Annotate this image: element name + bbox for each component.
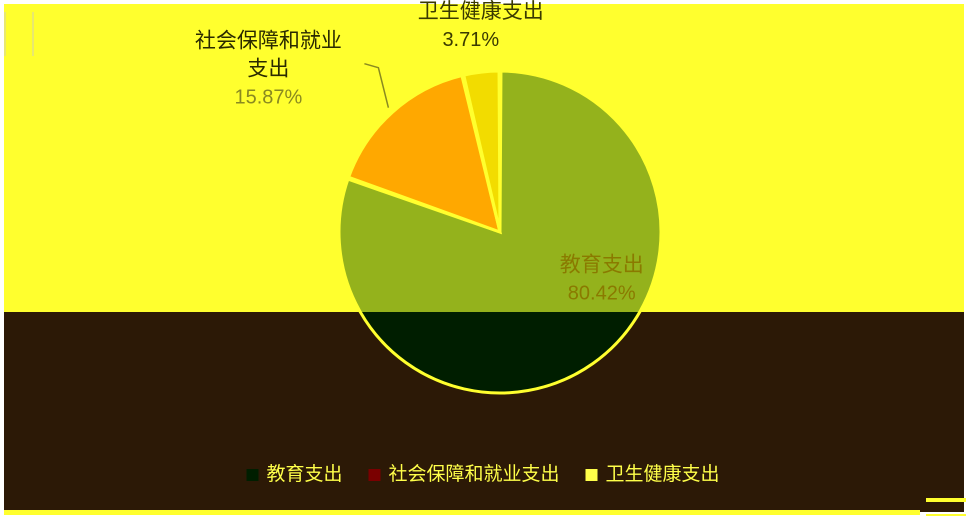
legend-label-0: 教育支出 [267, 463, 343, 485]
pie-slice-1 [346, 73, 503, 235]
leader-line-1 [364, 62, 390, 108]
legend-item-1[interactable]: 社会保障和就业支出 [368, 463, 560, 485]
slice-value-1: 15.87% [235, 87, 303, 109]
legend-label-1: 社会保障和就业支出 [389, 463, 560, 485]
slice-value-0: 80.42% [568, 282, 636, 304]
bottom-stripe [4, 510, 920, 515]
slice-value-2: 3.71% [442, 29, 499, 51]
left-edge-mark [4, 12, 34, 56]
legend-item-2[interactable]: 卫生健康支出 [585, 463, 720, 485]
legend-item-0[interactable]: 教育支出 [246, 463, 343, 485]
slice-label-1-line-0: 社会保障和就业 [195, 29, 342, 53]
pie-slice-0 [337, 69, 663, 312]
legend-marker-0 [246, 469, 259, 481]
slice-label-2: 卫生健康支出 [418, 0, 544, 23]
pie-slice-0-lower [358, 312, 642, 395]
legend-marker-2 [585, 469, 598, 481]
legend-label-2: 卫生健康支出 [606, 463, 720, 485]
slice-label-1-line-1: 支出 [247, 57, 289, 81]
corner-mark [926, 498, 966, 516]
pie-slice-2 [461, 69, 502, 233]
legend-marker-1 [368, 469, 381, 481]
slice-label-0: 教育支出 [560, 252, 644, 276]
